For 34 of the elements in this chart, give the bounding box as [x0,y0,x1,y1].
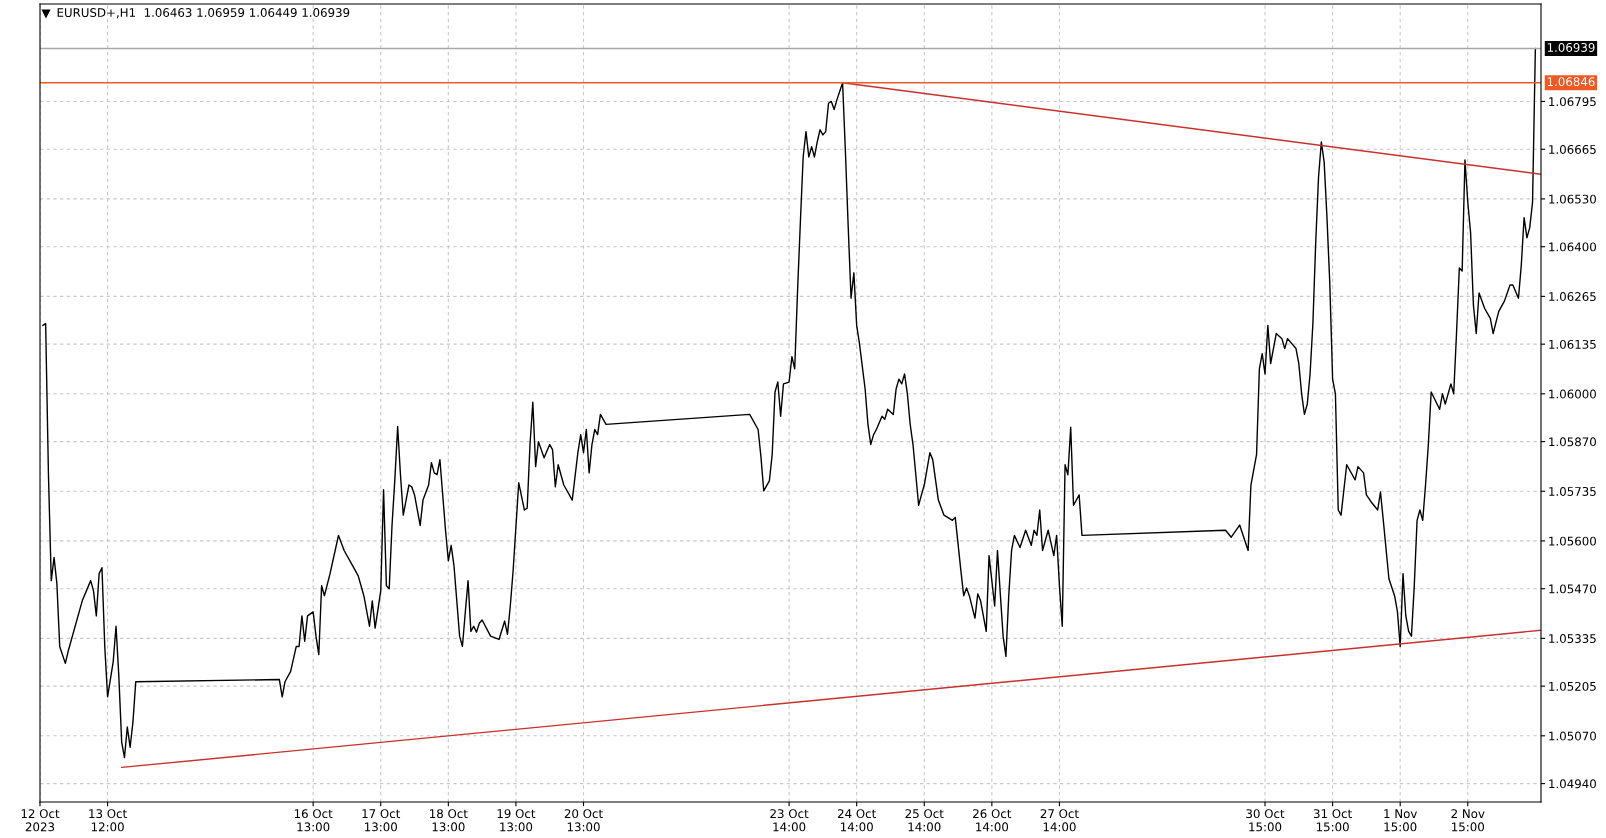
x-tick-label: 12 Oct 2023 [21,809,60,832]
x-tick-label: 30 Oct 15:00 [1246,809,1285,832]
chart-title: EURUSD+,H1 1.06463 1.06959 1.06449 1.06939 [57,8,350,19]
y-tick-label: 1.05070 [1549,731,1596,741]
y-tick-label: 1.06000 [1549,389,1596,399]
ref-line-label: 1.06846 [1547,77,1595,87]
x-tick-label: 2 Nov 15:00 [1451,809,1485,832]
x-tick-label: 31 Oct 15:00 [1313,809,1352,832]
y-tick-label: 1.05600 [1549,536,1596,546]
y-tick-label: 1.05205 [1549,681,1596,691]
y-tick-label: 1.06665 [1549,144,1596,154]
y-tick-label: 1.05335 [1549,634,1596,644]
y-tick-label: 1.05870 [1549,437,1596,447]
y-tick-label: 1.06135 [1549,339,1596,349]
y-tick-label: 1.05470 [1549,584,1596,594]
y-tick-label: 1.06265 [1549,292,1596,302]
x-tick-label: 16 Oct 13:00 [294,809,333,832]
y-tick-label: 1.06795 [1549,97,1596,107]
x-tick-label: 23 Oct 14:00 [770,809,809,832]
x-tick-label: 20 Oct 13:00 [564,809,603,832]
x-tick-label: 13 Oct 12:00 [89,809,127,832]
x-tick-label: 24 Oct 14:00 [837,809,876,832]
y-tick-label: 1.05735 [1549,486,1596,496]
x-tick-label: 19 Oct 13:00 [497,809,536,832]
x-tick-label: 27 Oct 14:00 [1040,809,1079,832]
x-tick-label: 17 Oct 13:00 [362,809,401,832]
ref-line-label: 1.06939 [1547,42,1595,52]
y-tick-label: 1.04940 [1549,779,1596,789]
x-tick-label: 18 Oct 13:00 [430,809,468,832]
x-tick-label: 25 Oct 14:00 [905,809,944,832]
x-tick-label: 1 Nov 15:00 [1384,809,1417,832]
x-tick-label: 26 Oct 14:00 [973,809,1012,832]
y-tick-label: 1.06530 [1549,194,1596,204]
y-tick-label: 1.06400 [1549,242,1596,252]
